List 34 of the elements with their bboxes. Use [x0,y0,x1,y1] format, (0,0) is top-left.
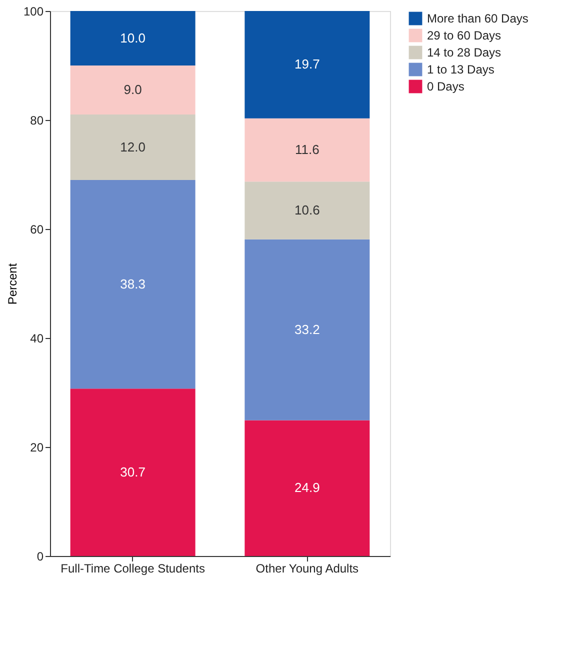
bar [70,66,196,115]
data-label: 9.0 [124,82,142,98]
y-axis-title: Percent [5,262,20,305]
x-tick-label: Full-Time College Students [60,562,205,576]
legend-label: 14 to 28 Days [427,46,502,60]
bar [70,180,196,389]
y-tick-label: 40 [30,332,44,346]
data-label: 12.0 [120,139,146,154]
bar [70,11,196,66]
x-tick-label: Other Young Adults [256,562,359,576]
legend-label: 0 Days [427,80,464,94]
data-label: 24.9 [294,480,320,496]
data-label: 33.2 [294,322,320,337]
data-label: 11.6 [295,142,320,157]
legend-label: 29 to 60 Days [427,28,502,42]
bar [244,420,370,556]
data-label: 30.7 [120,464,146,480]
y-tick-label: 100 [23,4,44,18]
data-label: 10.0 [120,30,146,46]
bar [244,182,370,240]
y-tick-label: 80 [30,114,44,128]
bar [70,114,196,180]
bar [70,388,196,556]
y-tick-label: 0 [36,550,44,564]
legend-label: 1 to 13 Days [427,62,494,76]
y-tick-label: 20 [30,440,44,454]
data-label: 19.7 [294,56,320,72]
bar [244,239,370,420]
data-label: 10.6 [294,202,320,218]
y-tick-label: 60 [30,222,44,236]
bar [244,11,370,118]
bar [244,118,370,182]
data-label: 38.3 [120,276,146,292]
legend-label: More than 60 Days [427,12,528,26]
